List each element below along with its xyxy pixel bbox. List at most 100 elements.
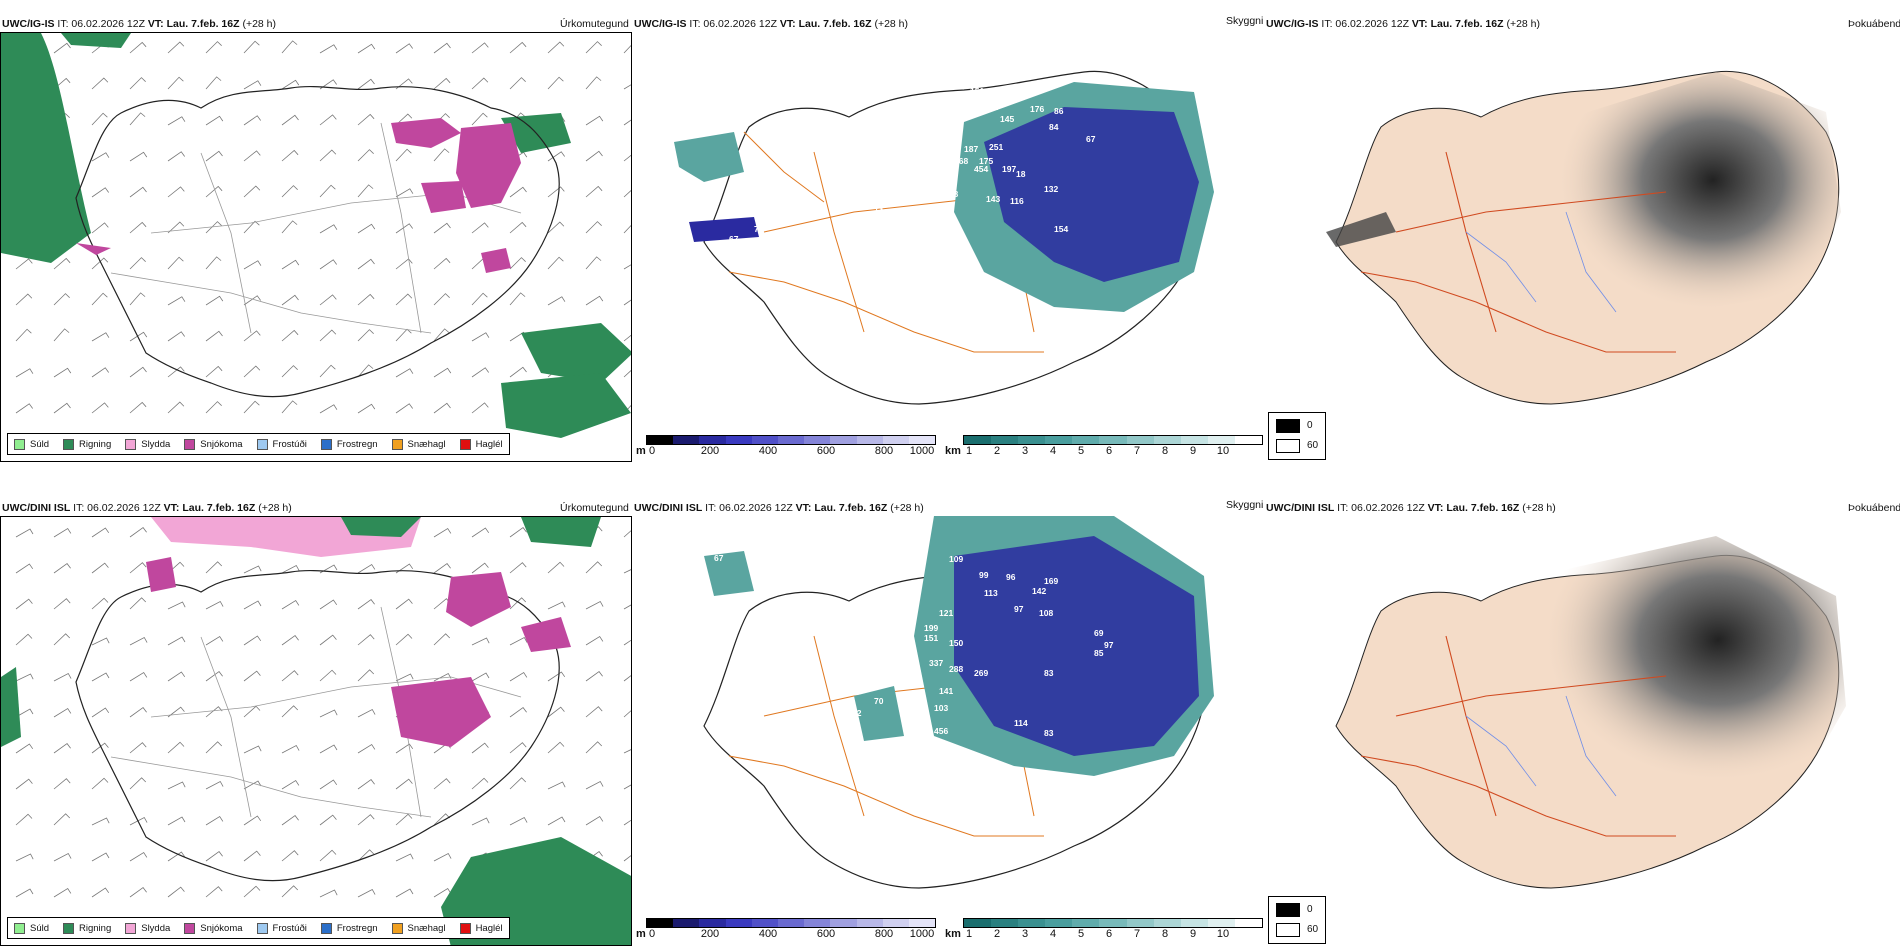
wind-barb xyxy=(319,669,337,682)
tick: 10 xyxy=(1216,928,1230,940)
cloud-top-label: 199 xyxy=(924,623,938,633)
wind-barb xyxy=(91,367,109,378)
wind-barb xyxy=(585,561,603,574)
wind-barb xyxy=(623,330,631,342)
tick: 5 xyxy=(1077,445,1085,457)
wind-barb xyxy=(509,636,528,646)
tick: 800 xyxy=(874,928,894,940)
wind-barb xyxy=(357,669,375,682)
wind-barb xyxy=(585,256,602,270)
cloud-map-top[interactable]: 151 122 125 176 145 84 86 67 119 187 168 175 251 197 1… xyxy=(634,32,1264,430)
wind-barb xyxy=(357,149,374,162)
wind-barb xyxy=(53,852,72,862)
precip-type-map-bottom[interactable]: Súld Rigning Slydda Snjókoma Frostúði Fr… xyxy=(0,516,632,946)
wind-barb xyxy=(91,637,110,646)
wind-barb xyxy=(547,601,566,610)
cloud-top-label: 168 xyxy=(944,189,958,199)
wind-barb xyxy=(205,780,224,790)
tick: 600 xyxy=(816,445,836,457)
colorbar-segment xyxy=(1180,919,1208,927)
wind-barb xyxy=(623,565,631,574)
cloud-top-label: 70 xyxy=(754,224,764,234)
wind-barb xyxy=(91,777,109,790)
wind-barb xyxy=(547,816,566,826)
roads xyxy=(110,122,522,334)
tick: 1 xyxy=(965,928,973,940)
wind-barb xyxy=(91,402,109,414)
cloud-map-bottom[interactable]: 109 99 96 169 113 142 97 108 121 199 69 97 150 151 337… xyxy=(634,516,1264,914)
colorbar-segment xyxy=(725,436,752,444)
wind-barb xyxy=(319,744,338,754)
wind-barb xyxy=(91,222,109,234)
wind-barb xyxy=(585,295,604,306)
wind-barb xyxy=(357,113,375,126)
wind-barb xyxy=(509,742,527,754)
legend-swatch-freezing-rain xyxy=(320,922,332,934)
wind-barb xyxy=(129,186,147,198)
rain-area-north xyxy=(61,33,131,48)
wind-barb xyxy=(471,817,490,826)
wind-barb xyxy=(319,709,338,718)
legend-swatch-freezing-rain xyxy=(320,438,332,450)
wind-barb xyxy=(395,813,413,826)
cloud-top-label: 143 xyxy=(986,194,1000,204)
wind-barb xyxy=(509,186,527,198)
cloud-top-label: 269 xyxy=(974,668,988,678)
wind-barb xyxy=(167,256,184,270)
wind-barb xyxy=(53,402,71,414)
wind-barb xyxy=(547,671,566,682)
colorbar-segment xyxy=(673,436,700,444)
wind-barb xyxy=(281,815,299,826)
fog-index-map-top[interactable] xyxy=(1266,32,1900,430)
wind-barb xyxy=(205,295,224,306)
legend-swatch-freezing-drizzle xyxy=(256,922,268,934)
tick: 9 xyxy=(1189,928,1197,940)
wind-barb xyxy=(91,257,109,270)
wind-barb xyxy=(623,150,631,162)
wind-barb xyxy=(15,778,33,790)
precip-type-map-top[interactable]: Súld Rigning Slydda Snjókoma Frostúði Fr… xyxy=(0,32,632,462)
wind-barb xyxy=(395,598,413,610)
cloud-top-label: 145 xyxy=(1000,114,1014,124)
wind-barb xyxy=(91,292,108,306)
wind-barb xyxy=(281,259,300,270)
wind-barb xyxy=(281,329,299,342)
legend-item: Frostúði xyxy=(256,438,307,450)
colorbar-segment xyxy=(699,919,726,927)
colorbar-segment xyxy=(647,919,674,927)
wind-barb xyxy=(471,742,489,754)
wind-barb xyxy=(53,328,70,342)
legend-item: Snjókoma xyxy=(184,438,243,450)
colorbar-segment xyxy=(1126,436,1154,444)
wind-barb xyxy=(243,670,261,682)
wind-barb xyxy=(91,187,109,198)
title-precip-top: Úrkomutegund xyxy=(560,18,629,30)
wind-barb xyxy=(433,293,450,306)
wind-barb xyxy=(547,41,565,54)
wind-barb xyxy=(471,527,490,538)
wind-barb xyxy=(623,40,631,54)
wind-barb xyxy=(357,43,376,54)
wind-barb xyxy=(623,670,631,682)
cloud-top-label: 108 xyxy=(1039,608,1053,618)
cloud-area-east-blue xyxy=(984,107,1199,282)
cloud-area-east-blue xyxy=(954,536,1199,756)
colorbar-segment xyxy=(856,919,883,927)
wind-barb xyxy=(129,151,148,162)
colorbar-segment xyxy=(1234,919,1263,927)
wind-barb xyxy=(15,258,33,270)
wind-barb xyxy=(623,220,631,234)
wind-barb xyxy=(395,368,414,378)
rain-area-north xyxy=(341,517,421,537)
cloud-top-label: 456 xyxy=(934,726,948,736)
fog-index-map-bottom[interactable] xyxy=(1266,516,1900,914)
wind-barb xyxy=(357,364,374,378)
cloud-top-label: 151 xyxy=(924,633,938,643)
wind-barb xyxy=(319,329,337,342)
colorbar-segment xyxy=(673,919,700,927)
fog-area-east xyxy=(1526,536,1846,796)
cloud-area-nw xyxy=(704,551,754,596)
cloud-top-label: 251 xyxy=(989,142,1003,152)
roads xyxy=(728,131,1115,353)
wind-barb xyxy=(395,403,413,414)
